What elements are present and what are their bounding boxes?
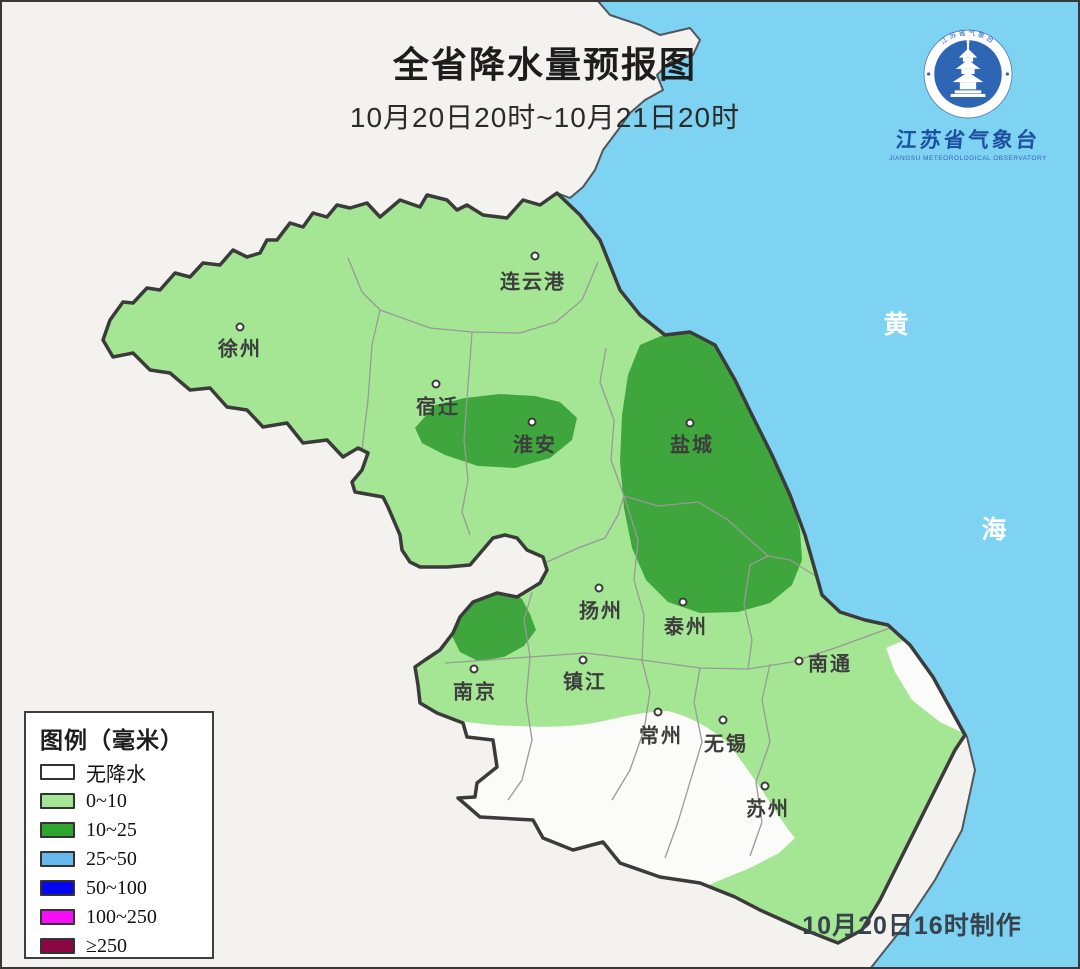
legend-row: 100~250 (40, 905, 212, 929)
city-label: 盐城 (670, 434, 714, 457)
city-label: 无锡 (704, 733, 748, 756)
city-dot (530, 251, 540, 261)
legend-row: 10~25 (40, 818, 212, 842)
city-dot (794, 656, 804, 666)
sea-name-label: 海 (981, 517, 1007, 544)
city-label: 宿迁 (416, 396, 460, 419)
legend-title: 图例（毫米） (40, 728, 184, 753)
legend-row: ≥250 (40, 934, 212, 958)
city-dot (760, 781, 770, 791)
legend-label: 25~50 (86, 847, 137, 870)
legend-label: 无降水 (86, 763, 146, 786)
city-label: 南京 (453, 681, 497, 704)
legend-swatch (40, 880, 75, 896)
agency-logo: 江苏省气象台 江苏省气象台 JIANGSU METEOROLOGICAL OBS… (889, 28, 1047, 162)
legend-label: 10~25 (86, 818, 137, 841)
legend-label: 50~100 (86, 876, 147, 899)
rain-10-25-zone-huaian (415, 394, 577, 468)
sea-name-label: 黄 (883, 312, 909, 339)
city-label: 扬州 (579, 600, 623, 623)
city-label: 常州 (639, 725, 683, 748)
legend-row: 0~10 (40, 789, 212, 813)
legend-swatch (40, 851, 75, 867)
rain-10-25-zone-yancheng (620, 331, 802, 613)
city-label: 泰州 (664, 616, 708, 639)
city-dot (469, 664, 479, 674)
city-label: 苏州 (746, 798, 790, 821)
city-label: 淮安 (513, 434, 557, 457)
legend-label: 100~250 (86, 905, 157, 928)
city-dot (578, 655, 588, 665)
legend-rows: 无降水 0~10 10~25 25~50 50~100 100~250 ≥250 (40, 760, 212, 958)
city-dot (594, 583, 604, 593)
city-dot (678, 597, 688, 607)
legend-label: ≥250 (86, 934, 127, 957)
issued-time-note: 10月20日16时制作 (802, 912, 1022, 940)
pagoda-icon (950, 40, 986, 97)
legend-swatch (40, 764, 75, 780)
legend-row: 50~100 (40, 876, 212, 900)
legend-row: 无降水 (40, 760, 212, 786)
city-label: 徐州 (218, 338, 262, 361)
legend-box: 图例（毫米） 无降水 0~10 10~25 25~50 50~100 100~250 ≥25… (24, 711, 214, 959)
page-title: 全省降水量预报图 (392, 44, 697, 85)
city-label: 南通 (808, 653, 852, 676)
header: 全省降水量预报图 10月20日20时~10月21日20时 (225, 36, 865, 136)
city-dot (718, 715, 728, 725)
page-subtitle: 10月20日20时~10月21日20时 (349, 102, 741, 133)
city-dot (653, 707, 663, 717)
city-dot (685, 418, 695, 428)
city-dot (527, 417, 537, 427)
city-dot (431, 379, 441, 389)
legend-swatch (40, 822, 75, 838)
city-dot (235, 322, 245, 332)
legend-swatch (40, 793, 75, 809)
legend-label: 0~10 (86, 789, 127, 812)
city-label: 连云港 (500, 271, 566, 294)
legend-row: 25~50 (40, 847, 212, 871)
agency-name: 江苏省气象台 (894, 128, 1042, 152)
no-rain-zone-nantong-tip (886, 640, 963, 733)
city-label: 镇江 (563, 671, 607, 694)
agency-name-en: JIANGSU METEOROLOGICAL OBSERVATORY (889, 155, 1047, 162)
legend-swatch (40, 938, 75, 954)
agency-emblem-icon: 江苏省气象台 (923, 28, 1013, 119)
legend-swatch (40, 909, 75, 925)
city-boundaries (347, 257, 891, 859)
